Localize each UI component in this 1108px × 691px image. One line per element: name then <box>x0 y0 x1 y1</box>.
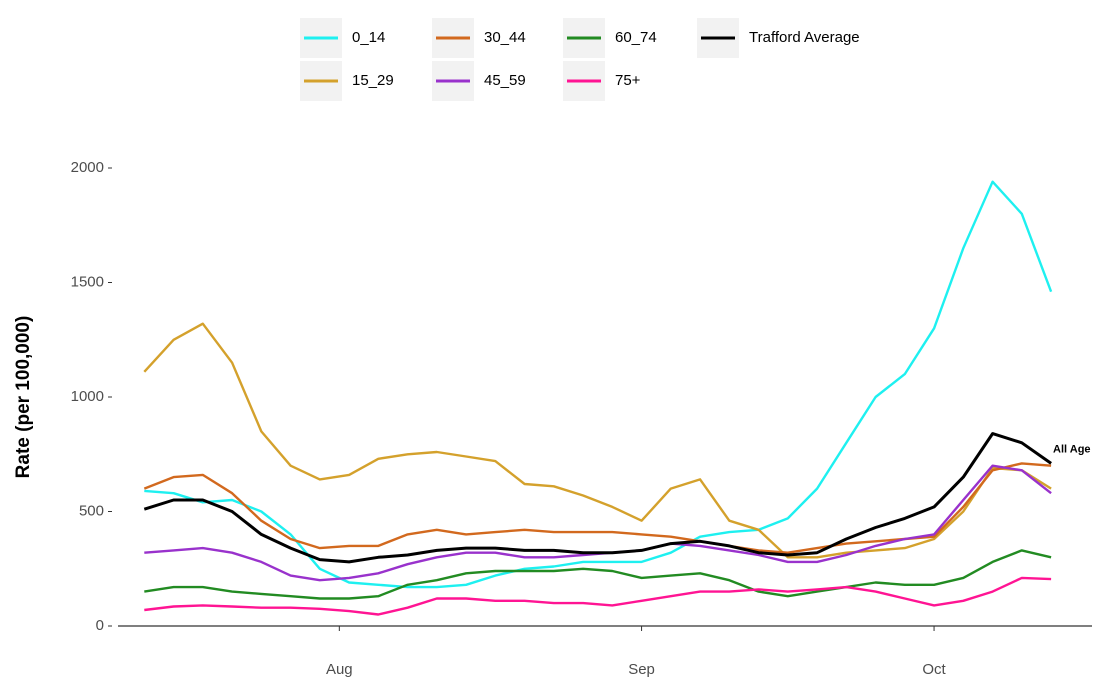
y-tick-label: 0 <box>96 617 104 634</box>
line <box>143 322 1052 559</box>
y-tick-label: 1500 <box>71 273 104 290</box>
x-tick-label: Oct <box>922 661 946 678</box>
line <box>143 432 1052 564</box>
legend-label: 15_29 <box>352 72 394 89</box>
line <box>144 576 1052 616</box>
annotation: All Age <box>1053 443 1091 455</box>
x-tick-label: Aug <box>326 661 353 678</box>
legend-label: 30_44 <box>484 29 526 46</box>
line <box>143 462 1052 554</box>
x-tick-label: Sep <box>628 661 655 678</box>
legend-label: 60_74 <box>615 29 657 46</box>
y-axis-label: Rate (per 100,000) <box>13 316 34 479</box>
line <box>144 180 1053 589</box>
legend-label: 75+ <box>615 72 641 89</box>
y-tick-label: 1000 <box>71 388 104 405</box>
legend-label: Trafford Average <box>749 29 860 46</box>
y-tick-label: 2000 <box>71 159 104 176</box>
y-tick-label: 500 <box>79 502 104 519</box>
legend-label: 45_59 <box>484 72 526 89</box>
line <box>144 549 1052 600</box>
legend-label: 0_14 <box>352 29 385 46</box>
